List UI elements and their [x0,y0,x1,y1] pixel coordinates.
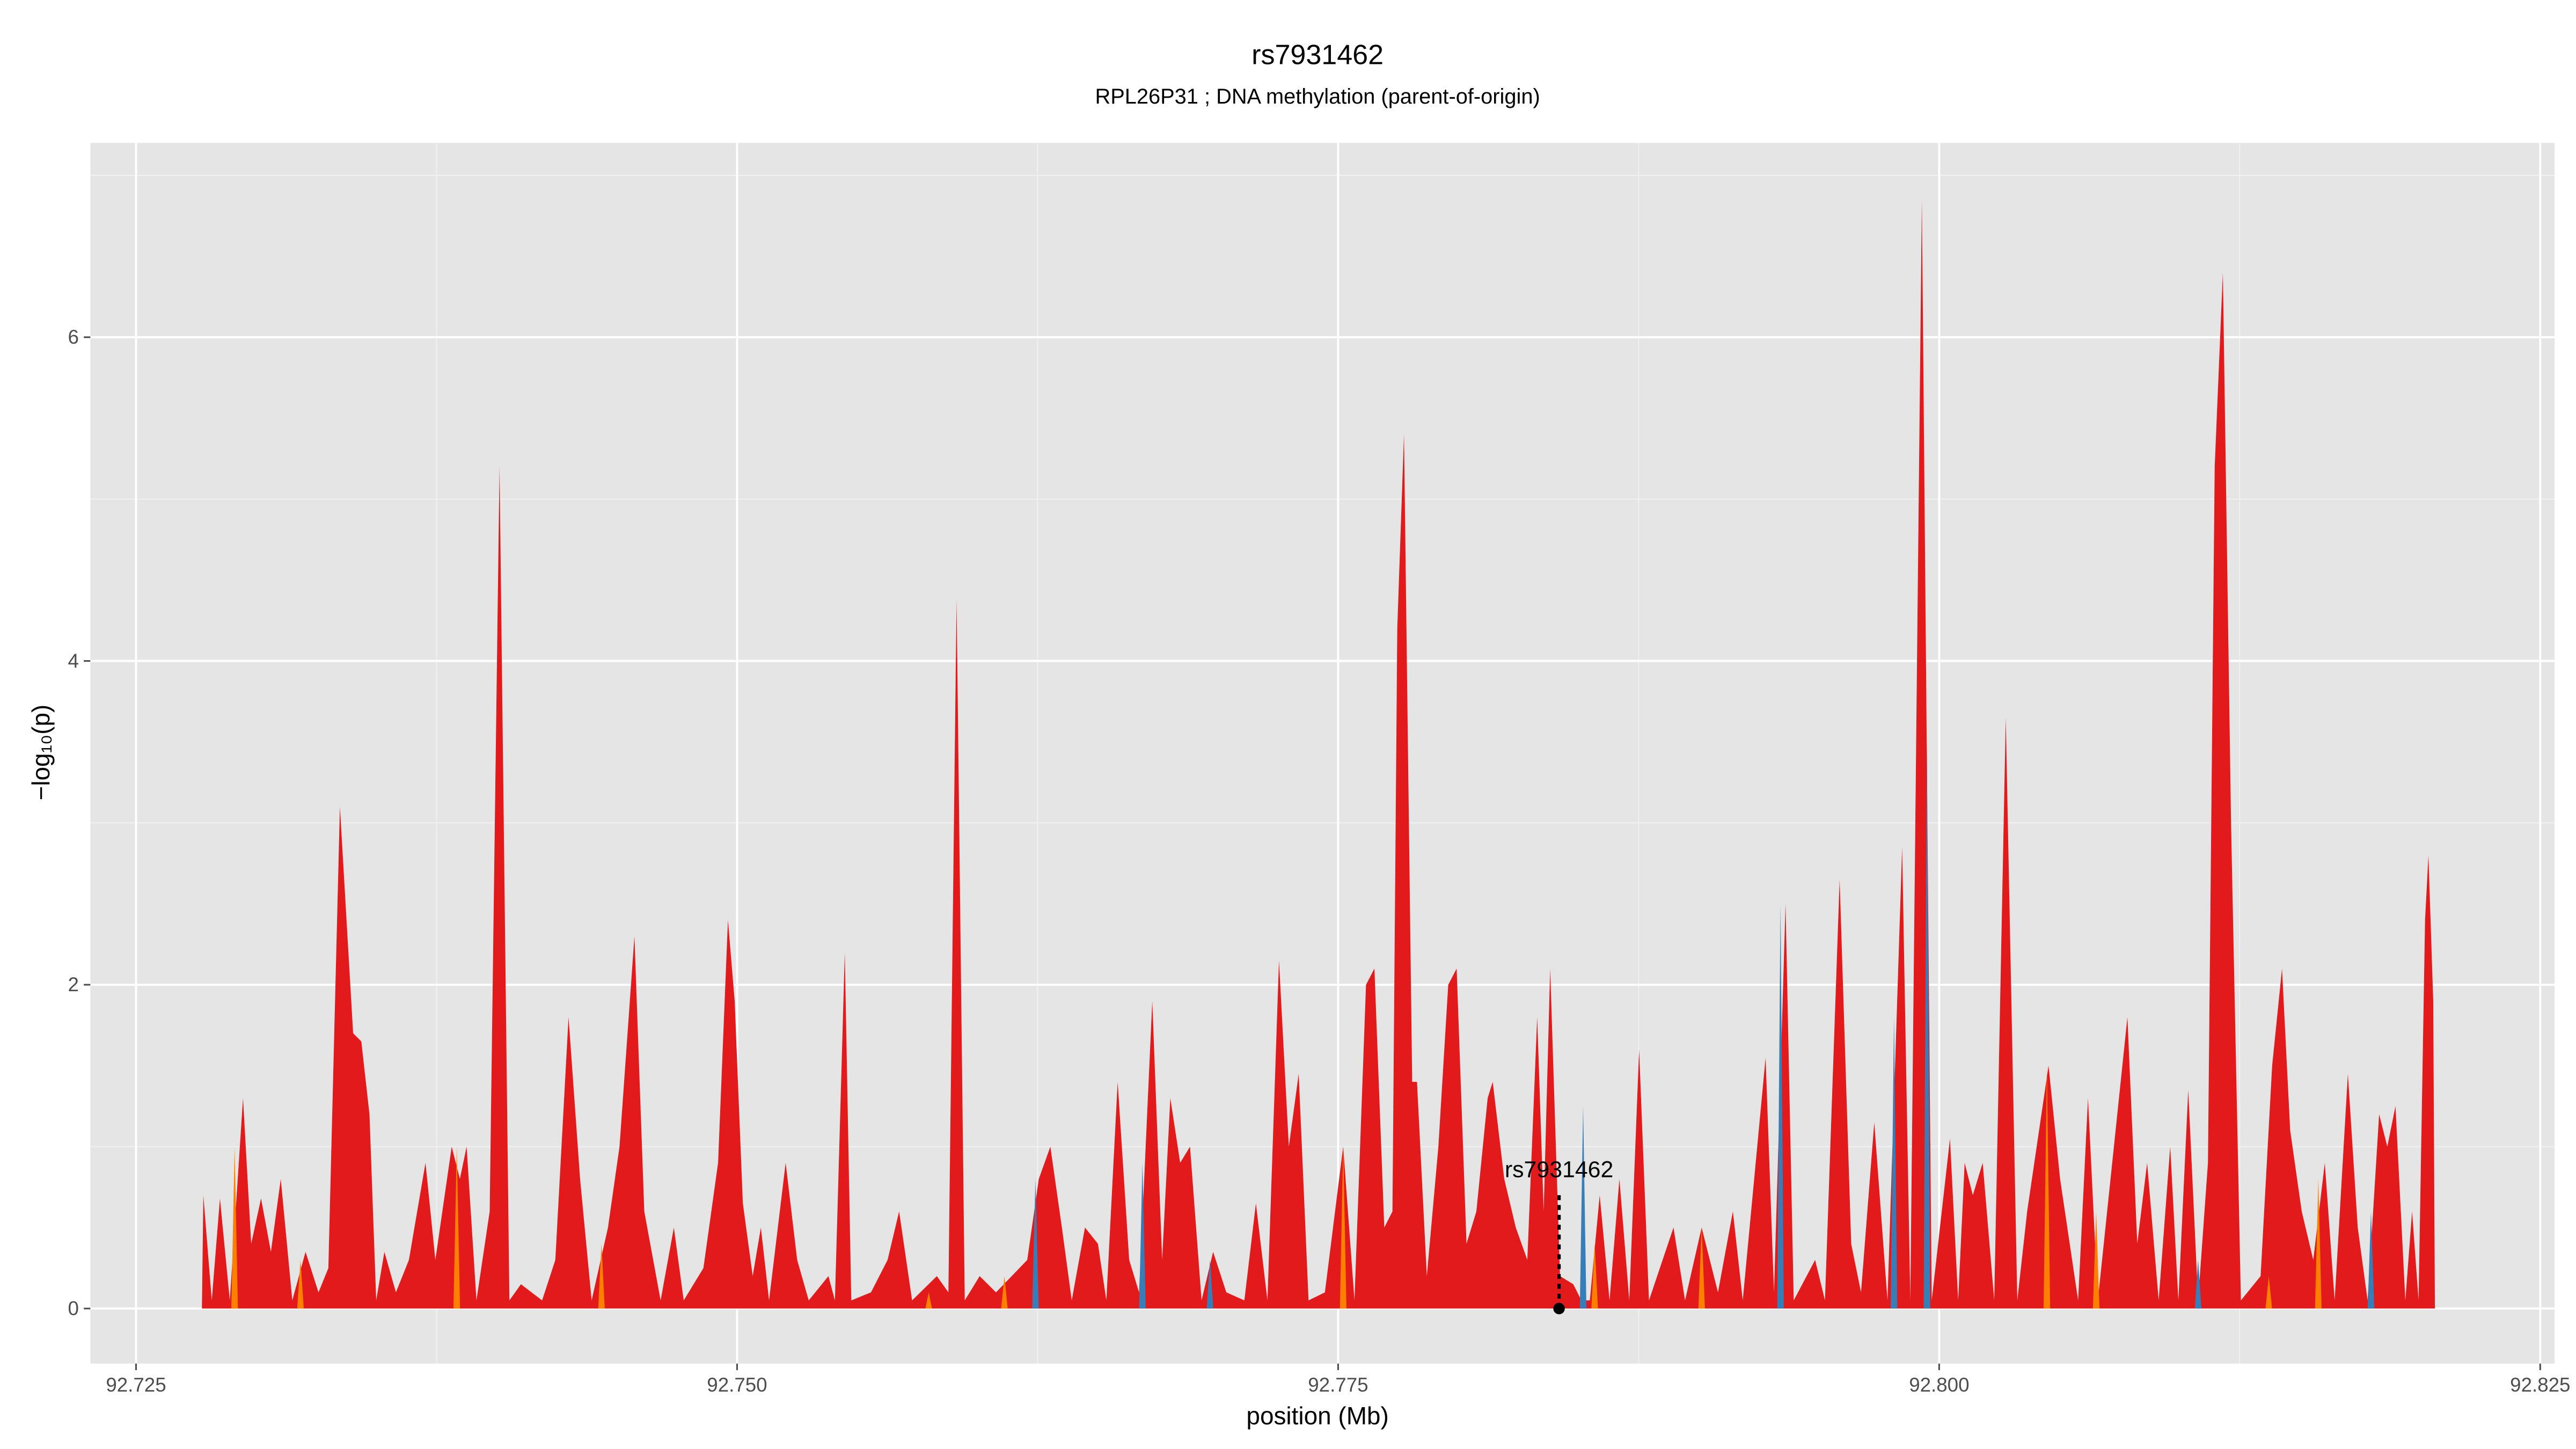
spike [2315,1179,2322,1309]
spike [1340,1146,1346,1309]
spike [453,1146,460,1309]
spike [1891,1017,1898,1309]
spike [1206,1260,1213,1309]
spike [1579,1106,1587,1309]
spike [598,1243,605,1309]
y-tick-label: 0 [68,1297,79,1319]
spike [2265,1276,2272,1309]
spike [1923,742,1930,1309]
x-axis-label: position (Mb) [1246,1402,1388,1430]
x-tick-label: 92.750 [707,1374,767,1396]
x-tick-label: 92.825 [2510,1374,2570,1396]
y-tick-label: 4 [68,650,79,672]
spike [2092,1211,2100,1309]
spike [925,1292,932,1309]
spike [1001,1276,1008,1309]
spike [297,1260,304,1309]
spike [1777,904,1784,1309]
annotation-point [1553,1302,1565,1314]
spike [2194,1260,2201,1309]
x-tick-label: 92.775 [1308,1374,1368,1396]
y-axis-label: −log₁₀(p) [27,705,55,801]
y-tick-label: 2 [68,974,79,996]
spike [1698,1227,1705,1309]
spike [1032,1179,1039,1309]
spike [1591,1243,1598,1309]
y-tick-label: 6 [68,326,79,348]
chart-subtitle: RPL26P31 ; DNA methylation (parent-of-or… [1095,85,1540,108]
spike [2043,1065,2051,1309]
x-tick-label: 92.800 [1909,1374,1969,1396]
annotation-label: rs7931462 [1505,1157,1613,1182]
spike [231,1146,238,1309]
spike [2367,1211,2375,1309]
spike [1139,1162,1146,1309]
x-tick-label: 92.725 [106,1374,166,1396]
chart-title: rs7931462 [1252,39,1384,70]
area [202,199,2435,1309]
